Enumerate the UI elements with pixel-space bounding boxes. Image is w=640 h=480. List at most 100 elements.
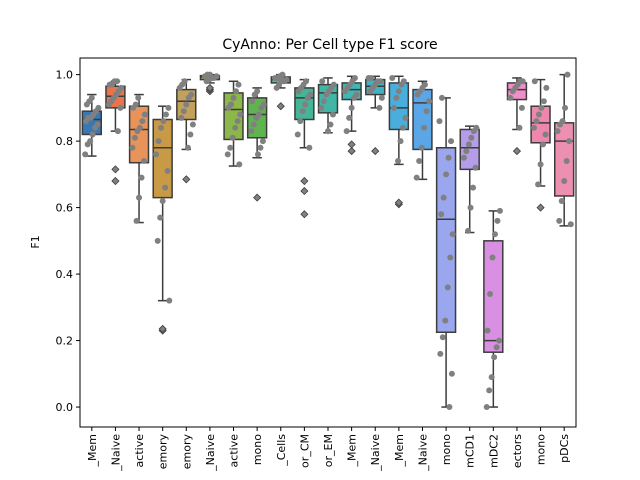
outlier-marker (111, 176, 120, 186)
data-point (141, 158, 148, 165)
data-point (418, 144, 425, 151)
data-point (351, 74, 358, 81)
data-point (440, 194, 447, 201)
data-point (465, 141, 472, 148)
data-point (224, 151, 231, 158)
data-point (467, 204, 474, 211)
data-point (533, 118, 540, 125)
y-tick-label: 1.0 (56, 69, 74, 82)
data-point (493, 344, 500, 351)
x-tick-label: mono (251, 434, 264, 465)
data-point (189, 121, 196, 128)
data-point (136, 124, 143, 131)
data-point (491, 231, 498, 238)
data-point (487, 291, 494, 298)
outlier-marker (205, 83, 214, 92)
outlier-marker (371, 147, 380, 156)
data-point (507, 94, 514, 101)
data-point (416, 158, 423, 165)
data-point (180, 108, 187, 115)
data-point (443, 171, 450, 178)
data-point (233, 88, 240, 95)
data-point (489, 254, 496, 261)
x-tick-label: mCD1 (464, 434, 477, 468)
data-point (164, 168, 171, 175)
data-point (250, 121, 257, 128)
outlier-marker (182, 175, 191, 184)
data-point (160, 118, 167, 125)
y-axis: 0.0 0.2 0.4 0.6 0.8 1.0 (56, 69, 80, 414)
outlier-marker (111, 165, 120, 174)
data-point (302, 101, 309, 108)
box-iqr (483, 240, 504, 353)
data-point (184, 144, 191, 151)
x-tick-label: _Naive (369, 434, 382, 472)
data-point (395, 88, 402, 95)
data-point (460, 154, 467, 161)
data-point (448, 138, 455, 145)
data-point (294, 131, 301, 138)
data-point (254, 151, 261, 158)
data-point (234, 118, 241, 125)
data-point (444, 284, 451, 291)
data-point (236, 161, 243, 168)
x-tick-label: or_EM (322, 434, 335, 467)
data-point (213, 73, 220, 80)
data-point (446, 404, 453, 411)
outlier-marker (300, 210, 309, 219)
boxes (81, 71, 575, 411)
data-point (470, 184, 477, 191)
data-point (399, 124, 406, 131)
data-point (558, 197, 565, 204)
data-point (141, 111, 148, 118)
y-tick-label: 0.0 (56, 401, 74, 414)
data-point (158, 124, 165, 131)
data-point (307, 91, 314, 98)
data-point (445, 154, 452, 161)
data-point (346, 114, 353, 121)
data-point (496, 207, 503, 214)
chart-title: CyAnno: Per Cell type F1 score (222, 37, 437, 53)
data-point (494, 217, 501, 224)
x-tick-label: mono (535, 434, 548, 465)
data-point (329, 111, 336, 118)
data-point (376, 104, 383, 111)
data-point (283, 76, 290, 83)
data-point (390, 104, 397, 111)
outlier-marker (276, 102, 285, 111)
data-point (159, 197, 166, 204)
data-point (343, 128, 350, 135)
data-point (330, 81, 337, 88)
data-point (472, 164, 479, 171)
x-tick-label: ectors (511, 434, 524, 468)
x-tick-label: emory (180, 434, 193, 470)
data-point (162, 184, 169, 191)
data-point (257, 144, 264, 151)
data-point (260, 101, 267, 108)
outlier-marker (536, 203, 545, 212)
outlier-marker (300, 186, 309, 196)
data-point (87, 138, 94, 145)
box-iqr (530, 105, 551, 144)
data-point (181, 78, 188, 85)
data-point (426, 98, 433, 105)
data-point (306, 144, 313, 151)
data-point (248, 128, 255, 135)
data-point (237, 111, 244, 118)
outlier-marker (512, 147, 522, 156)
data-point (442, 317, 449, 324)
x-tick-label: _Mem (346, 434, 359, 467)
data-point (491, 354, 498, 361)
data-point (183, 101, 190, 108)
data-point (566, 138, 573, 145)
data-point (187, 131, 194, 138)
data-point (567, 221, 574, 228)
data-point (254, 88, 261, 95)
data-point (368, 74, 375, 81)
data-point (516, 124, 523, 131)
data-point (249, 98, 256, 105)
data-point (402, 114, 409, 121)
x-axis: _Mem _Naive active emory emory _Naive active mo… (86, 427, 571, 472)
data-point (229, 134, 236, 141)
